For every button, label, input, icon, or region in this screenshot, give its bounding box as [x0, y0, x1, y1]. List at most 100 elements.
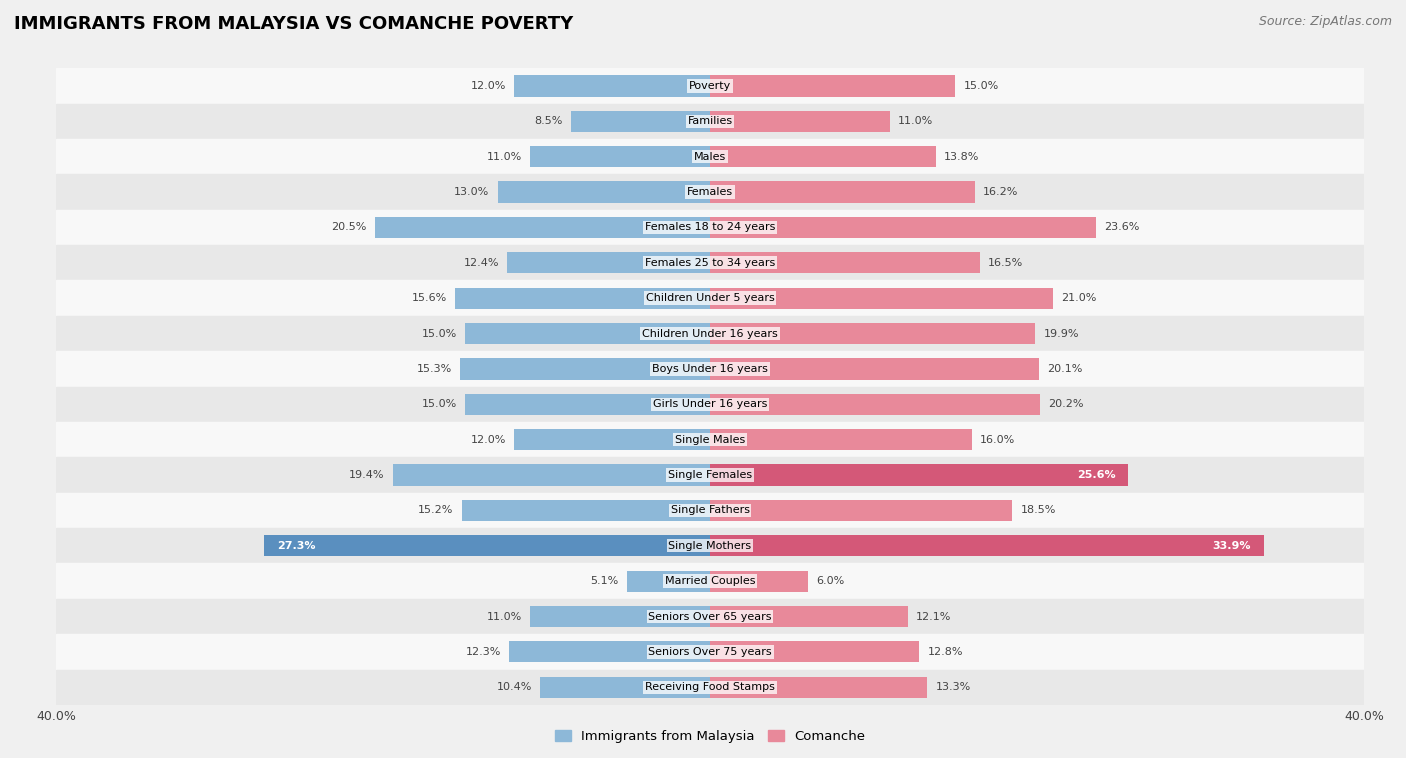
Bar: [56, 280, 1364, 316]
Text: Single Males: Single Males: [675, 434, 745, 445]
Text: 21.0%: 21.0%: [1062, 293, 1097, 303]
Text: 25.6%: 25.6%: [1077, 470, 1115, 480]
Bar: [710, 500, 1012, 521]
Text: 10.4%: 10.4%: [496, 682, 531, 692]
Text: 12.4%: 12.4%: [464, 258, 499, 268]
Bar: [710, 252, 980, 274]
Bar: [710, 146, 935, 168]
Text: 11.0%: 11.0%: [486, 612, 522, 622]
Bar: [56, 634, 1364, 669]
Bar: [710, 571, 808, 592]
Text: Seniors Over 75 years: Seniors Over 75 years: [648, 647, 772, 657]
Text: 18.5%: 18.5%: [1021, 506, 1056, 515]
Text: 12.8%: 12.8%: [928, 647, 963, 657]
Bar: [56, 563, 1364, 599]
Text: 8.5%: 8.5%: [534, 116, 562, 127]
Text: 5.1%: 5.1%: [591, 576, 619, 586]
Bar: [56, 457, 1364, 493]
Text: 16.5%: 16.5%: [988, 258, 1024, 268]
Text: 16.0%: 16.0%: [980, 434, 1015, 445]
Bar: [710, 181, 974, 202]
Bar: [710, 111, 890, 132]
Text: 20.2%: 20.2%: [1049, 399, 1084, 409]
Bar: [710, 465, 1129, 486]
Text: 12.0%: 12.0%: [471, 434, 506, 445]
Bar: [56, 422, 1364, 457]
Bar: [509, 641, 710, 662]
Bar: [56, 599, 1364, 634]
Bar: [460, 359, 710, 380]
Text: 13.8%: 13.8%: [943, 152, 979, 161]
Bar: [498, 181, 710, 202]
Bar: [627, 571, 710, 592]
Text: Seniors Over 65 years: Seniors Over 65 years: [648, 612, 772, 622]
Bar: [515, 429, 710, 450]
Bar: [710, 641, 920, 662]
Text: 13.0%: 13.0%: [454, 187, 489, 197]
Bar: [461, 500, 710, 521]
Bar: [56, 387, 1364, 422]
Bar: [56, 669, 1364, 705]
Text: 16.2%: 16.2%: [983, 187, 1018, 197]
Text: 27.3%: 27.3%: [277, 540, 315, 551]
Text: 20.5%: 20.5%: [332, 222, 367, 233]
Text: 13.3%: 13.3%: [935, 682, 970, 692]
Bar: [710, 359, 1039, 380]
Text: 12.1%: 12.1%: [915, 612, 952, 622]
Text: 15.3%: 15.3%: [416, 364, 451, 374]
Bar: [465, 323, 710, 344]
Bar: [56, 174, 1364, 210]
Text: 11.0%: 11.0%: [486, 152, 522, 161]
Bar: [56, 493, 1364, 528]
Text: 33.9%: 33.9%: [1212, 540, 1251, 551]
Bar: [571, 111, 710, 132]
Text: Poverty: Poverty: [689, 81, 731, 91]
Text: Single Fathers: Single Fathers: [671, 506, 749, 515]
Text: Females 18 to 24 years: Females 18 to 24 years: [645, 222, 775, 233]
Text: Children Under 16 years: Children Under 16 years: [643, 328, 778, 339]
Bar: [456, 287, 710, 309]
Text: 15.0%: 15.0%: [422, 399, 457, 409]
Bar: [56, 210, 1364, 245]
Bar: [56, 68, 1364, 104]
Bar: [530, 146, 710, 168]
Bar: [508, 252, 710, 274]
Bar: [56, 528, 1364, 563]
Text: 15.6%: 15.6%: [412, 293, 447, 303]
Bar: [264, 535, 710, 556]
Text: Males: Males: [695, 152, 725, 161]
Text: 23.6%: 23.6%: [1104, 222, 1139, 233]
Bar: [392, 465, 710, 486]
Bar: [540, 677, 710, 698]
Bar: [515, 75, 710, 96]
Text: 12.3%: 12.3%: [465, 647, 501, 657]
Text: IMMIGRANTS FROM MALAYSIA VS COMANCHE POVERTY: IMMIGRANTS FROM MALAYSIA VS COMANCHE POV…: [14, 15, 574, 33]
Text: 15.2%: 15.2%: [418, 506, 453, 515]
Text: 19.4%: 19.4%: [349, 470, 385, 480]
Bar: [710, 287, 1053, 309]
Text: Females: Females: [688, 187, 733, 197]
Bar: [56, 316, 1364, 351]
Bar: [56, 139, 1364, 174]
Bar: [530, 606, 710, 627]
Text: 20.1%: 20.1%: [1046, 364, 1083, 374]
Text: Girls Under 16 years: Girls Under 16 years: [652, 399, 768, 409]
Bar: [710, 429, 972, 450]
Text: Families: Families: [688, 116, 733, 127]
Text: 11.0%: 11.0%: [898, 116, 934, 127]
Text: Single Females: Single Females: [668, 470, 752, 480]
Text: 15.0%: 15.0%: [963, 81, 998, 91]
Bar: [465, 393, 710, 415]
Bar: [710, 606, 908, 627]
Bar: [710, 217, 1095, 238]
Bar: [56, 104, 1364, 139]
Text: Source: ZipAtlas.com: Source: ZipAtlas.com: [1258, 15, 1392, 28]
Bar: [710, 75, 955, 96]
Text: 6.0%: 6.0%: [817, 576, 845, 586]
Bar: [710, 677, 928, 698]
Bar: [710, 393, 1040, 415]
Bar: [375, 217, 710, 238]
Text: Receiving Food Stamps: Receiving Food Stamps: [645, 682, 775, 692]
Bar: [710, 323, 1035, 344]
Text: 15.0%: 15.0%: [422, 328, 457, 339]
